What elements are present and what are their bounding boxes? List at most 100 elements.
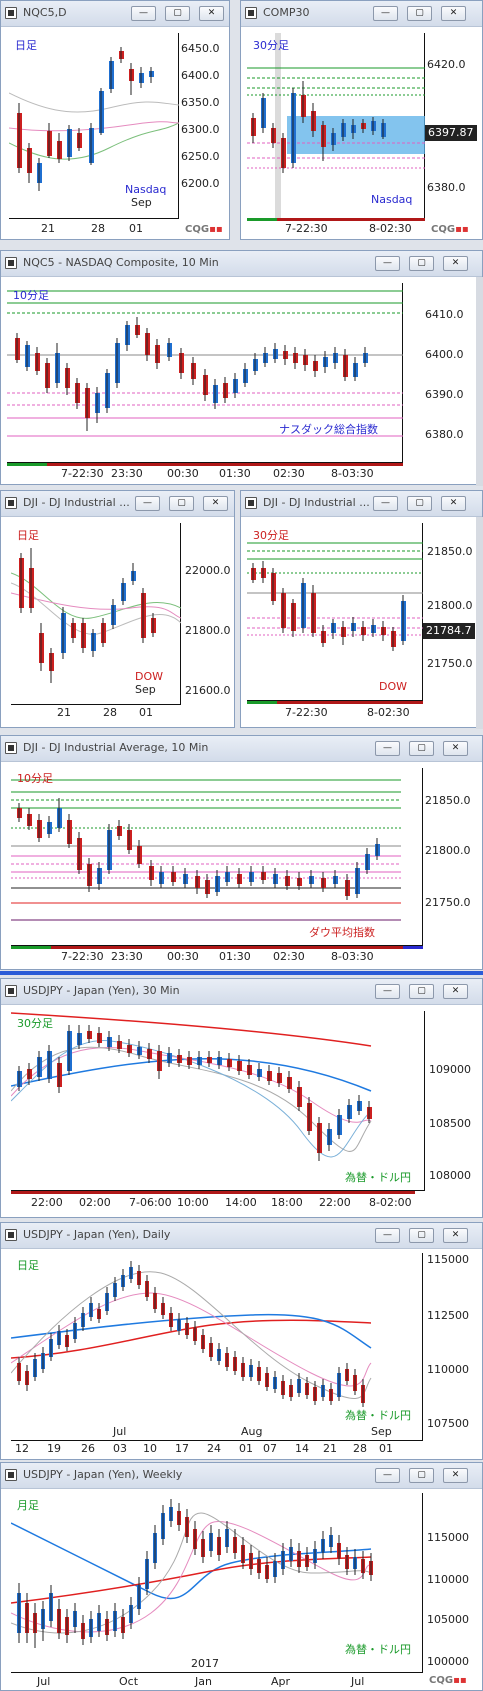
- price-chart: [11, 779, 401, 921]
- price-chart: [247, 542, 423, 651]
- title-bar[interactable]: USDJPY - Japan (Yen), 30 Min — ▢ ✕: [1, 979, 482, 1005]
- price-tick: 21850.0: [425, 794, 471, 807]
- window-icon: [5, 742, 17, 754]
- chart-window-dji-30min[interactable]: DJI - DJ Industrial ... — ▢ ✕: [240, 490, 483, 729]
- close-button[interactable]: ✕: [443, 256, 468, 271]
- minimize-button[interactable]: —: [375, 1468, 400, 1483]
- date-tick: 00:30: [167, 467, 199, 480]
- restore-button[interactable]: ▢: [409, 1468, 434, 1483]
- chart-plot[interactable]: 日足 Nasdaq Sep: [9, 33, 179, 219]
- period-label: 月足: [17, 1499, 39, 1512]
- restore-button[interactable]: ▢: [409, 256, 434, 271]
- restore-button[interactable]: ▢: [409, 741, 434, 756]
- close-button[interactable]: ✕: [443, 1468, 468, 1483]
- date-tick: 21: [41, 222, 55, 235]
- chart-plot[interactable]: 日足 DOW Sep: [11, 523, 181, 705]
- close-button[interactable]: ✕: [199, 6, 224, 21]
- chart-window-nqc5-daily[interactable]: NQC5,D — ▢ ✕ 日足 Nasdaq Sep 6450.0: [0, 0, 230, 240]
- scrollbar[interactable]: [476, 517, 483, 729]
- close-button[interactable]: ✕: [443, 1228, 468, 1243]
- chart-window-nasdaq-10min[interactable]: NQC5 - NASDAQ Composite, 10 Min — ▢ ✕: [0, 250, 483, 486]
- region-label: Nasdaq: [125, 183, 167, 196]
- chart-plot[interactable]: 月足 為替・ドル円 2017: [11, 1493, 423, 1673]
- date-tick: Jan: [195, 1675, 212, 1688]
- title-bar[interactable]: DJI - DJ Industrial Average, 10 Min — ▢ …: [1, 736, 482, 762]
- minimize-button[interactable]: —: [131, 6, 156, 21]
- date-tick: 01:30: [219, 467, 251, 480]
- scrollbar[interactable]: [476, 277, 483, 486]
- minimize-button[interactable]: —: [375, 1228, 400, 1243]
- minimize-button[interactable]: —: [375, 984, 400, 999]
- region-label: ナスダック総合指数: [279, 423, 378, 436]
- month-label: Aug: [241, 1425, 263, 1438]
- price-tick: 6350.0: [181, 96, 220, 109]
- chart-window-dji-daily[interactable]: DJI - DJ Industrial ... — ▢ ✕ 日足 DOW Sep: [0, 490, 235, 728]
- restore-button[interactable]: ▢: [169, 496, 194, 511]
- restore-button[interactable]: ▢: [409, 984, 434, 999]
- date-tick: 28: [353, 1442, 367, 1455]
- chart-plot[interactable]: 日足 為替・ドル円 Jul Aug Sep: [11, 1253, 423, 1441]
- date-tick: 7-22:30: [61, 950, 104, 963]
- cqg-logo: CQG▪▪: [185, 224, 223, 235]
- title-bar[interactable]: USDJPY - Japan (Yen), Daily — ▢ ✕: [1, 1223, 482, 1249]
- close-button[interactable]: ✕: [441, 496, 466, 511]
- title-bar[interactable]: COMP30 — ▢ ✕: [241, 1, 482, 27]
- date-tick: 03: [113, 1442, 127, 1455]
- chart-plot[interactable]: 10分足 ダウ平均指数: [11, 768, 423, 946]
- chart-plot[interactable]: 10分足 ナスダック総合指数: [7, 283, 403, 463]
- session-strip: [7, 463, 47, 466]
- chart-window-usdjpy-weekly[interactable]: USDJPY - Japan (Yen), Weekly — ▢ ✕: [0, 1462, 483, 1691]
- date-tick: 14: [295, 1442, 309, 1455]
- restore-button[interactable]: ▢: [407, 6, 432, 21]
- date-tick: 22:00: [31, 1196, 63, 1209]
- price-tick: 6410.0: [425, 308, 464, 321]
- price-tick: 21750.0: [427, 657, 473, 670]
- price-tick: 21750.0: [425, 896, 471, 909]
- date-tick: 19: [47, 1442, 61, 1455]
- month-label: Sep: [371, 1425, 392, 1438]
- date-tick: 02:30: [273, 467, 305, 480]
- chart-window-usdjpy-30min[interactable]: USDJPY - Japan (Yen), 30 Min — ▢ ✕: [0, 978, 483, 1218]
- close-button[interactable]: ✕: [203, 496, 228, 511]
- chart-plot[interactable]: 30分足 Nasdaq: [247, 33, 425, 219]
- restore-button[interactable]: ▢: [407, 496, 432, 511]
- date-tick: 07: [263, 1442, 277, 1455]
- date-tick: 14:00: [225, 1196, 257, 1209]
- price-tick: 6420.0: [427, 58, 466, 71]
- price-tick: 6250.0: [181, 150, 220, 163]
- price-tick: 6400.0: [181, 69, 220, 82]
- chart-plot[interactable]: 30分足 DOW: [247, 523, 423, 701]
- minimize-button[interactable]: —: [375, 741, 400, 756]
- price-tick: 21800.0: [185, 624, 231, 637]
- price-chart: [11, 548, 181, 683]
- session-strip: [247, 701, 277, 704]
- period-label: 10分足: [13, 289, 49, 302]
- date-tick: 17: [175, 1442, 189, 1455]
- window-icon: [5, 7, 17, 19]
- title-bar[interactable]: NQC5 - NASDAQ Composite, 10 Min — ▢ ✕: [1, 251, 482, 277]
- window-icon: [5, 257, 17, 269]
- title-bar[interactable]: DJI - DJ Industrial ... — ▢ ✕: [241, 491, 482, 517]
- chart-plot[interactable]: 30分足 為替・ドル円: [11, 1011, 425, 1191]
- close-button[interactable]: ✕: [443, 741, 468, 756]
- window-title: USDJPY - Japan (Yen), Daily: [23, 1228, 171, 1241]
- title-bar[interactable]: DJI - DJ Industrial ... — ▢ ✕: [1, 491, 234, 517]
- minimize-button[interactable]: —: [135, 496, 160, 511]
- price-tick: 6390.0: [425, 388, 464, 401]
- chart-window-dji-10min[interactable]: DJI - DJ Industrial Average, 10 Min — ▢ …: [0, 735, 483, 970]
- close-button[interactable]: ✕: [443, 984, 468, 999]
- restore-button[interactable]: ▢: [409, 1228, 434, 1243]
- chart-window-comp30[interactable]: COMP30 — ▢ ✕: [240, 0, 483, 240]
- window-title: USDJPY - Japan (Yen), Weekly: [23, 1468, 183, 1481]
- chart-window-usdjpy-daily[interactable]: USDJPY - Japan (Yen), Daily — ▢ ✕: [0, 1222, 483, 1460]
- restore-button[interactable]: ▢: [165, 6, 190, 21]
- cqg-logo: CQG▪▪: [431, 224, 469, 235]
- title-bar[interactable]: NQC5,D — ▢ ✕: [1, 1, 229, 27]
- window-icon: [245, 7, 257, 19]
- minimize-button[interactable]: —: [373, 6, 398, 21]
- close-button[interactable]: ✕: [441, 6, 466, 21]
- year-label: 2017: [191, 1657, 219, 1670]
- minimize-button[interactable]: —: [375, 256, 400, 271]
- minimize-button[interactable]: —: [373, 496, 398, 511]
- title-bar[interactable]: USDJPY - Japan (Yen), Weekly — ▢ ✕: [1, 1463, 482, 1489]
